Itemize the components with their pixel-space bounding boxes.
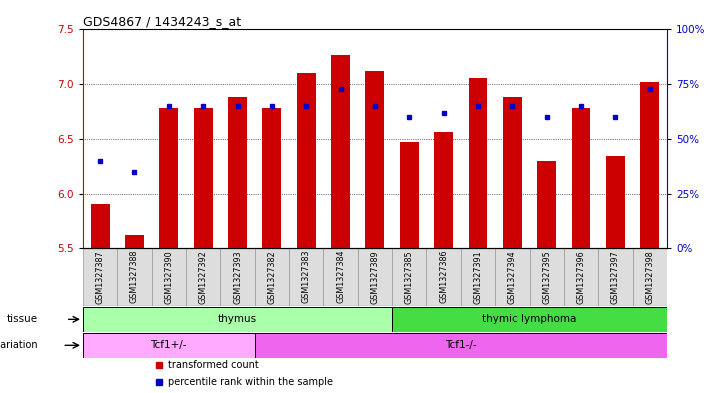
- Bar: [228, 97, 247, 248]
- Bar: [495, 248, 529, 307]
- Bar: [186, 248, 221, 307]
- Text: transformed count: transformed count: [167, 360, 258, 370]
- Bar: [469, 77, 487, 248]
- Text: GSM1327386: GSM1327386: [439, 250, 448, 303]
- Text: Tcf1+/-: Tcf1+/-: [151, 340, 187, 350]
- Bar: [324, 248, 358, 307]
- Bar: [125, 235, 144, 248]
- Bar: [262, 108, 281, 248]
- Text: GSM1327383: GSM1327383: [301, 250, 311, 303]
- Bar: [537, 161, 556, 248]
- Text: GSM1327395: GSM1327395: [542, 250, 551, 304]
- Bar: [221, 248, 255, 307]
- Bar: [572, 108, 590, 248]
- Bar: [118, 248, 151, 307]
- Text: GSM1327391: GSM1327391: [474, 250, 482, 304]
- Text: GSM1327388: GSM1327388: [130, 250, 139, 303]
- Bar: [366, 71, 384, 248]
- Bar: [400, 142, 419, 248]
- Text: GSM1327382: GSM1327382: [267, 250, 276, 304]
- Bar: [297, 73, 316, 248]
- Bar: [434, 132, 453, 248]
- Bar: [564, 248, 598, 307]
- Bar: [289, 248, 324, 307]
- Bar: [392, 248, 426, 307]
- Text: GSM1327389: GSM1327389: [371, 250, 379, 304]
- Bar: [358, 248, 392, 307]
- Text: GSM1327387: GSM1327387: [96, 250, 105, 304]
- Text: GSM1327397: GSM1327397: [611, 250, 620, 304]
- Text: GSM1327396: GSM1327396: [577, 250, 585, 304]
- Text: thymic lymphoma: thymic lymphoma: [482, 314, 577, 324]
- Bar: [503, 97, 522, 248]
- Bar: [83, 248, 118, 307]
- Bar: [159, 108, 178, 248]
- Text: GSM1327394: GSM1327394: [508, 250, 517, 304]
- Text: GSM1327393: GSM1327393: [233, 250, 242, 304]
- Bar: [640, 82, 659, 248]
- Bar: [83, 307, 392, 332]
- Text: GSM1327392: GSM1327392: [199, 250, 208, 304]
- Text: tissue: tissue: [7, 314, 38, 324]
- Text: GSM1327385: GSM1327385: [404, 250, 414, 304]
- Text: GSM1327390: GSM1327390: [164, 250, 173, 304]
- Text: GDS4867 / 1434243_s_at: GDS4867 / 1434243_s_at: [83, 15, 241, 28]
- Bar: [392, 307, 667, 332]
- Bar: [91, 204, 110, 248]
- Text: GSM1327398: GSM1327398: [645, 250, 654, 304]
- Text: percentile rank within the sample: percentile rank within the sample: [167, 377, 332, 387]
- Bar: [632, 248, 667, 307]
- Bar: [529, 248, 564, 307]
- Text: thymus: thymus: [218, 314, 257, 324]
- Text: GSM1327384: GSM1327384: [336, 250, 345, 303]
- Bar: [606, 156, 625, 248]
- Bar: [461, 248, 495, 307]
- Bar: [331, 55, 350, 248]
- Bar: [151, 248, 186, 307]
- Bar: [598, 248, 632, 307]
- Bar: [194, 108, 213, 248]
- Bar: [255, 333, 667, 358]
- Bar: [426, 248, 461, 307]
- Bar: [255, 248, 289, 307]
- Bar: [83, 333, 255, 358]
- Text: Tcf1-/-: Tcf1-/-: [445, 340, 477, 350]
- Text: genotype/variation: genotype/variation: [0, 340, 38, 350]
